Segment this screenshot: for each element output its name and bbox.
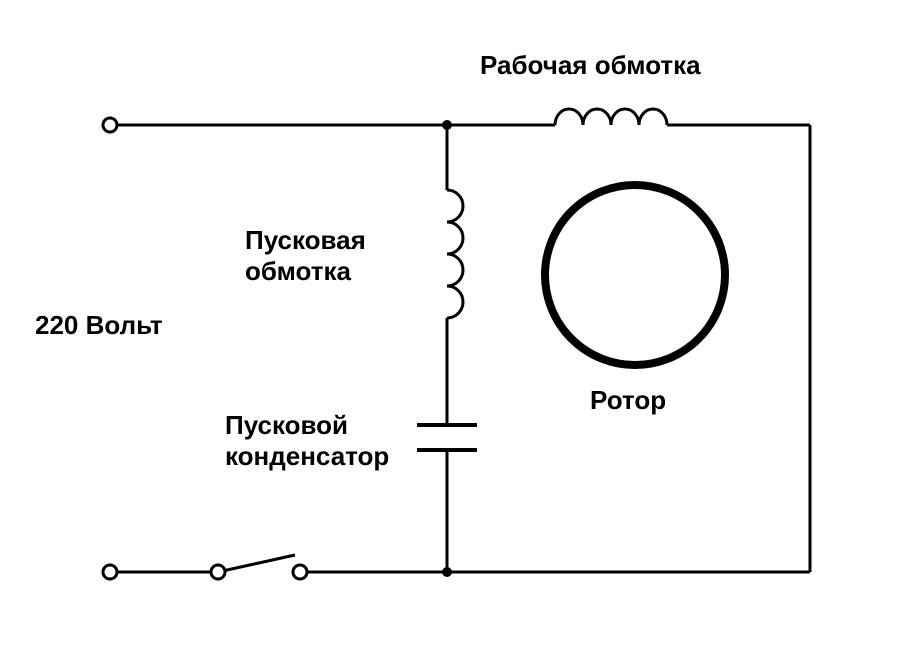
label-start-capacitor-line1: Пусковой bbox=[225, 410, 389, 441]
switch-arm bbox=[218, 555, 295, 572]
label-rotor: Ротор bbox=[590, 385, 666, 416]
node-junction-top bbox=[442, 120, 452, 130]
switch-terminal-left bbox=[211, 565, 225, 579]
node-junction-bottom bbox=[442, 567, 452, 577]
switch-terminal-right bbox=[293, 565, 307, 579]
rotor-circle bbox=[545, 185, 725, 365]
label-voltage: 220 Вольт bbox=[35, 310, 163, 341]
label-start-capacitor-line2: конденсатор bbox=[225, 441, 389, 472]
terminal-top-left bbox=[103, 118, 117, 132]
label-start-winding-line2: обмотка bbox=[245, 256, 366, 287]
terminal-bottom-left bbox=[103, 565, 117, 579]
label-start-winding: Пусковая обмотка bbox=[245, 225, 366, 287]
label-start-winding-line1: Пусковая bbox=[245, 225, 366, 256]
start-winding-inductor bbox=[447, 190, 463, 318]
main-winding-inductor bbox=[555, 109, 667, 125]
start-capacitor bbox=[417, 425, 477, 450]
label-main-winding: Рабочая обмотка bbox=[480, 50, 701, 81]
circuit-diagram: Рабочая обмотка Пусковая обмотка 220 Вол… bbox=[0, 0, 901, 646]
label-start-capacitor: Пусковой конденсатор bbox=[225, 410, 389, 472]
